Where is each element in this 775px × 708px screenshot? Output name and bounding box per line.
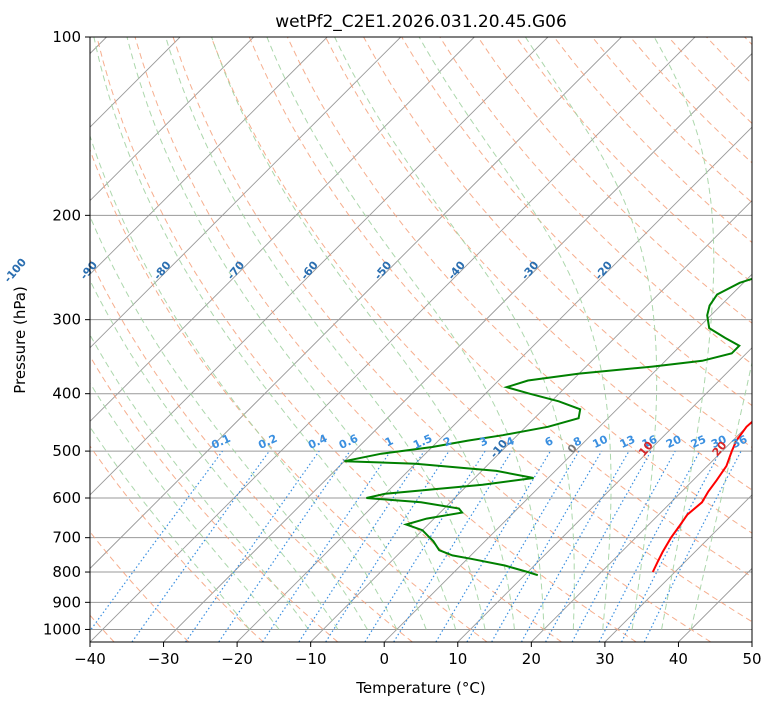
moist-adiabat-line xyxy=(93,37,427,630)
dry-adiabat-line xyxy=(172,37,712,642)
moist-adiabat-line xyxy=(653,37,715,630)
moist-adiabat-line xyxy=(90,382,280,630)
moist-adiabat-line xyxy=(90,333,309,630)
y-tick-label: 600 xyxy=(52,489,81,507)
isotherm-line xyxy=(457,347,752,642)
mixing-ratio-label: 30 xyxy=(709,433,729,451)
mixing-ratio-line xyxy=(325,450,450,642)
moist-adiabat-line xyxy=(524,37,658,630)
moist-adiabat-line xyxy=(90,426,251,630)
dry-adiabat-line xyxy=(90,445,264,642)
x-tick-label: −20 xyxy=(221,650,253,668)
x-tick-label: 40 xyxy=(669,650,688,668)
mixing-ratio-label: 13 xyxy=(618,433,637,451)
moist-adiabat-line xyxy=(418,37,612,630)
mixing-ratio-line xyxy=(131,450,270,642)
mixing-ratio-line xyxy=(393,450,513,642)
y-tick-label: 900 xyxy=(52,593,81,611)
mixing-ratio-label: 25 xyxy=(689,433,708,451)
dry-adiabat-line xyxy=(90,355,339,642)
y-tick-label: 300 xyxy=(52,311,81,329)
moist-adiabat-line xyxy=(90,214,368,630)
mixing-ratio-line xyxy=(571,450,676,642)
y-tick-label: 100 xyxy=(52,28,81,46)
isotherm-line xyxy=(531,420,752,642)
moist-adiabat-line xyxy=(165,37,486,630)
isotherm-line xyxy=(90,37,254,202)
x-tick-label: −40 xyxy=(74,650,106,668)
mixing-ratio-line xyxy=(218,450,351,642)
temperature-profile xyxy=(651,420,752,573)
mixing-ratio-line xyxy=(545,450,652,642)
mixing-ratio-line xyxy=(643,450,742,642)
x-tick-label: 20 xyxy=(522,650,541,668)
mixing-ratio-line xyxy=(261,450,391,642)
dry-adiabat-line xyxy=(210,37,752,623)
y-tick-label: 700 xyxy=(52,529,81,547)
y-axis-label: Pressure (hPa) xyxy=(11,286,29,394)
mixing-ratio-label: 20 xyxy=(664,433,684,451)
x-tick-label: −30 xyxy=(148,650,180,668)
y-tick-label: 1000 xyxy=(43,620,81,638)
mixing-ratio-line xyxy=(90,450,223,632)
chart-title: wetPf2_C2E1.2026.031.20.45.G06 xyxy=(275,12,567,32)
mixing-ratio-line xyxy=(185,450,320,642)
mixing-ratio-label: 16 xyxy=(640,433,660,451)
isotherm-line xyxy=(383,273,752,642)
y-tick-label: 800 xyxy=(52,563,81,581)
isotherm-line xyxy=(90,37,622,570)
isotherm-line xyxy=(163,52,752,642)
isotherm-line xyxy=(90,37,475,422)
x-tick-label: 50 xyxy=(742,650,761,668)
moist-adiabat-line xyxy=(211,37,515,630)
dry-adiabat-line xyxy=(325,37,752,491)
moist-adiabat-line xyxy=(90,279,339,630)
y-tick-label: 200 xyxy=(52,206,81,224)
dry-adiabat-line xyxy=(248,37,752,578)
y-tick-label: 500 xyxy=(52,442,81,460)
x-tick-label: 30 xyxy=(595,650,614,668)
moist-adiabat-line xyxy=(690,360,752,630)
isotherm-line xyxy=(90,37,549,496)
x-tick-label: 10 xyxy=(448,650,467,668)
moist-adiabat-line xyxy=(90,134,398,630)
mixing-ratio-label: 36 xyxy=(730,433,750,451)
background-lines xyxy=(90,37,752,642)
dry-adiabat-line xyxy=(286,37,752,534)
isotherm-line xyxy=(90,37,696,642)
moist-adiabat-line xyxy=(126,37,457,630)
mixing-ratio-line xyxy=(298,450,425,642)
y-tick-label: 400 xyxy=(52,385,81,403)
mixing-ratio-label: 10 xyxy=(590,433,610,451)
mixing-ratio-line xyxy=(520,450,630,642)
isotherm-line xyxy=(90,37,402,349)
profile-lines xyxy=(344,277,752,577)
x-tick-label: −10 xyxy=(295,650,327,668)
isotherm-line xyxy=(604,494,752,642)
moist-adiabat-line xyxy=(334,37,575,630)
dewpoint-profile xyxy=(344,277,752,577)
axes: −40 −30 −20 −10 0 10 20 30 40 50 100 200 300 400 500 60… xyxy=(43,28,762,668)
dry-adiabat-line xyxy=(90,258,413,642)
isotherm-line xyxy=(236,126,752,642)
x-tick-label: 0 xyxy=(379,650,389,668)
plot-frame xyxy=(89,36,753,643)
x-axis-label: Temperature (°C) xyxy=(355,679,485,697)
isotherm-line xyxy=(90,37,328,275)
dry-adiabat-line xyxy=(96,37,562,642)
